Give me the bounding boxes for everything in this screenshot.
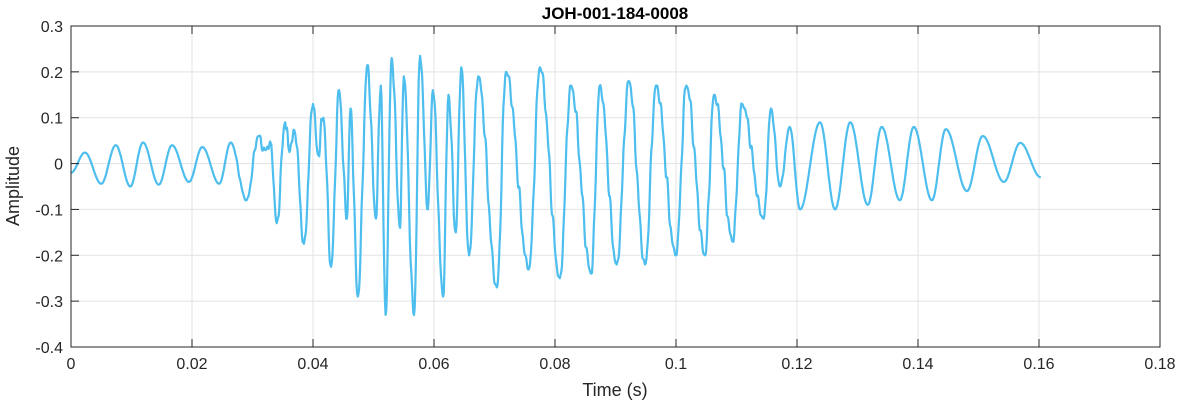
x-tick-label: 0 xyxy=(67,356,76,373)
x-tick-label: 0.02 xyxy=(176,356,207,373)
y-axis-label: Amplitude xyxy=(3,146,23,226)
x-tick-label: 0.08 xyxy=(539,356,570,373)
y-tick-label: -0.2 xyxy=(35,248,63,265)
x-tick-label: 0.16 xyxy=(1023,356,1054,373)
x-tick-label: 0.12 xyxy=(781,356,812,373)
y-tick-label: -0.4 xyxy=(35,340,63,357)
x-tick-label: 0.14 xyxy=(902,356,933,373)
y-tick-label: -0.1 xyxy=(35,202,63,219)
x-tick-label: 0.18 xyxy=(1144,356,1175,373)
x-axis-label: Time (s) xyxy=(582,380,647,400)
x-tick-label: 0.04 xyxy=(297,356,328,373)
y-tick-label: 0 xyxy=(54,157,63,174)
ticks: 0 0.02 0.04 0.06 0.08 0.1 0.12 0.14 0.16 0.18 -0.4… xyxy=(35,19,1175,373)
x-tick-label: 0.1 xyxy=(665,356,687,373)
plot-box xyxy=(70,25,1161,348)
y-tick-label: 0.2 xyxy=(41,65,63,82)
y-tick-label: -0.3 xyxy=(35,294,63,311)
waveform-line xyxy=(70,54,1042,316)
y-tick-label: 0.3 xyxy=(41,19,63,36)
grid xyxy=(70,25,1161,348)
y-tick-label: 0.1 xyxy=(41,111,63,128)
x-tick-label: 0.06 xyxy=(418,356,449,373)
chart-title: JOH-001-184-0008 xyxy=(542,4,688,23)
